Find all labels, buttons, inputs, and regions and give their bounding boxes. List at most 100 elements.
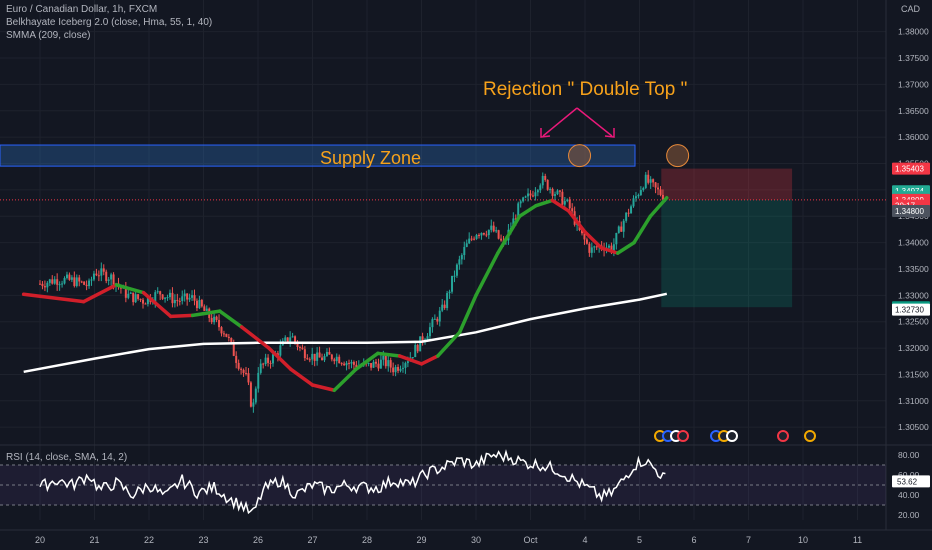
candle-body [517, 203, 520, 220]
candle-body [470, 238, 473, 240]
candle-body [455, 264, 458, 276]
candle-body [374, 361, 377, 364]
candle-body [195, 300, 198, 309]
candle-body [441, 304, 444, 311]
candle-body [75, 277, 78, 286]
rsi-tick-label: 80.00 [898, 450, 920, 460]
candle-body [171, 292, 174, 304]
candle-body [83, 281, 86, 285]
candle-body [328, 351, 331, 355]
candle-body [144, 303, 147, 305]
time-tick-label: 4 [582, 535, 587, 545]
candle-body [372, 361, 375, 368]
candle-body [431, 319, 434, 328]
candle-body [522, 197, 525, 202]
candle-body [581, 229, 584, 234]
rsi-current-box [892, 475, 930, 488]
time-tick-label: Oct [523, 535, 538, 545]
candle-body [426, 336, 429, 340]
candle-body [242, 369, 245, 373]
price-tick-label: 1.38000 [898, 27, 929, 37]
rsi-indicator-legend[interactable]: RSI (14, close, SMA, 14, 2) [6, 452, 128, 463]
candle-body [137, 294, 140, 299]
iceberg-segment [615, 240, 636, 255]
iceberg-indicator-legend[interactable]: Belkhayate Iceberg 2.0 (close, Hma, 55, … [6, 17, 213, 28]
candle-body [482, 233, 485, 235]
candle-body [652, 179, 655, 183]
time-tick-label: 23 [198, 535, 208, 545]
candle-body [497, 230, 500, 239]
arrow-right-head [604, 128, 615, 138]
candle-body [264, 357, 267, 365]
candle-body [112, 274, 115, 286]
candle-body [610, 245, 613, 252]
candle-body [70, 277, 73, 280]
candle-body [193, 295, 196, 301]
candle-body [571, 208, 574, 212]
candle-body [490, 225, 493, 230]
iceberg-segment [354, 351, 380, 371]
candle-body [379, 359, 382, 369]
iceberg-segment [190, 309, 222, 318]
candle-body [475, 234, 478, 239]
candle-body [340, 363, 343, 365]
candle-body [168, 292, 171, 298]
candle-body [330, 354, 333, 360]
candle-body [451, 275, 454, 292]
price-tick-label: 1.36500 [898, 106, 929, 116]
candle-body [448, 291, 451, 294]
candle-body [318, 352, 321, 358]
supply-zone-label: Supply Zone [320, 148, 421, 168]
candle-body [247, 373, 250, 383]
time-tick-label: 21 [89, 535, 99, 545]
candle-body [355, 364, 358, 368]
candle-body [102, 268, 105, 272]
candle-body [546, 179, 549, 190]
candle-body [134, 294, 137, 303]
candle-body [463, 246, 466, 256]
time-tick-label: 22 [144, 535, 154, 545]
candle-body [556, 190, 559, 195]
arrow-left-line [542, 107, 578, 137]
candle-body [544, 175, 547, 180]
candle-body [166, 297, 169, 299]
candle-body [289, 337, 292, 342]
candle-body [617, 226, 620, 233]
candle-body [279, 345, 282, 356]
candle-body [657, 187, 660, 190]
candle-body [237, 362, 240, 369]
candle-body [284, 337, 287, 341]
rsi-tick-label: 40.00 [898, 490, 920, 500]
event-icon [804, 430, 816, 442]
candle-body [335, 356, 338, 362]
candle-body [394, 367, 397, 373]
candle-body [323, 356, 326, 361]
candle-body [367, 363, 370, 365]
smma-indicator-legend[interactable]: SMMA (209, close) [6, 30, 91, 41]
candle-body [271, 354, 274, 364]
symbol-title[interactable]: Euro / Canadian Dollar, 1h, FXCM [6, 4, 158, 15]
candle-body [235, 355, 238, 363]
candle-body [438, 310, 441, 322]
candle-body [607, 245, 610, 248]
candle-body [632, 198, 635, 207]
candle-body [252, 402, 255, 407]
price-tick-label: 1.33000 [898, 290, 929, 300]
candle-body [338, 356, 341, 364]
candle-body [46, 282, 49, 288]
candle-body [181, 296, 184, 302]
candle-body [627, 212, 630, 214]
candle-body [129, 292, 132, 294]
candle-body [661, 194, 664, 200]
candle-body [65, 274, 68, 279]
candle-body [529, 193, 532, 196]
iceberg-segment [169, 313, 195, 319]
price-label-text: 1.35403 [895, 165, 924, 174]
candle-body [377, 363, 380, 369]
price-label-box [892, 162, 930, 175]
event-icon [726, 430, 738, 442]
candle-body [416, 344, 419, 352]
iceberg-segment [474, 251, 500, 298]
double-top-marker [666, 144, 690, 168]
